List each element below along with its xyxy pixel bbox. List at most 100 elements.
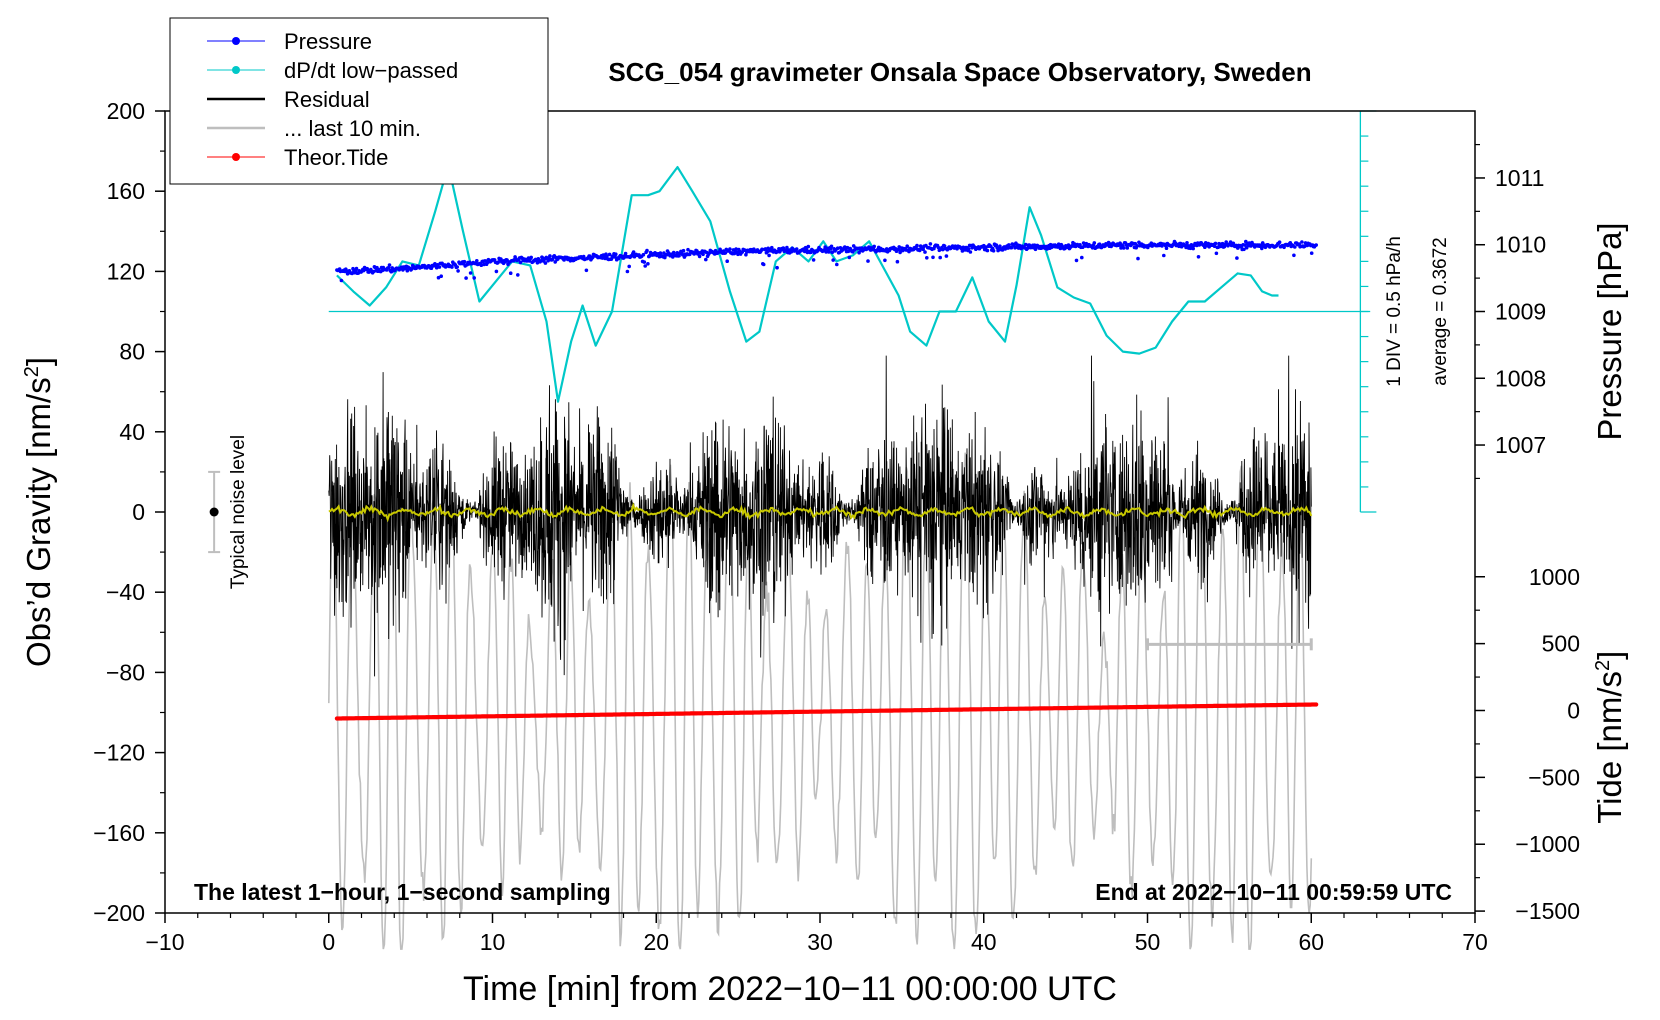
pressure-point bbox=[536, 257, 541, 261]
pressure-point bbox=[1136, 256, 1140, 261]
pressure-point bbox=[516, 273, 520, 277]
series-residual-lowpassed bbox=[328, 502, 1313, 523]
pressure-point bbox=[760, 247, 764, 252]
pressure-point bbox=[966, 247, 971, 251]
pressure-point bbox=[439, 274, 444, 279]
legend-marker bbox=[232, 66, 240, 74]
pressure-point bbox=[835, 246, 840, 250]
pressure-point bbox=[642, 260, 647, 264]
y-left-tick-label: 0 bbox=[132, 499, 145, 525]
pressure-point bbox=[686, 247, 690, 252]
tide-tick-label: −1500 bbox=[1515, 898, 1580, 924]
pressure-point bbox=[607, 252, 612, 257]
pressure-point bbox=[436, 275, 441, 280]
pressure-point bbox=[734, 247, 738, 251]
pressure-point bbox=[775, 265, 779, 270]
pressure-point bbox=[455, 265, 460, 269]
y-left-tick-label: 80 bbox=[119, 339, 145, 365]
pressure-point bbox=[1220, 241, 1225, 246]
pressure-tick-label: 1011 bbox=[1495, 165, 1544, 191]
series-pressure bbox=[335, 239, 1318, 283]
pressure-point bbox=[643, 264, 647, 268]
pressure-point bbox=[883, 258, 887, 263]
pressure-point bbox=[701, 252, 705, 257]
legend: Pressure dP/dt low−passed Residual ... last… bbox=[169, 17, 549, 185]
pressure-point bbox=[450, 265, 454, 269]
pressure-point bbox=[1214, 251, 1219, 256]
pressure-point bbox=[437, 265, 442, 269]
pressure-point bbox=[723, 251, 728, 255]
pressure-point bbox=[794, 247, 799, 251]
noise-bar-center bbox=[209, 507, 219, 517]
legend-label: ... last 10 min. bbox=[284, 116, 421, 141]
x-tick-label: 10 bbox=[480, 929, 506, 955]
pressure-point bbox=[405, 268, 410, 273]
y-left-tick-label: −40 bbox=[106, 579, 145, 605]
pressure-point bbox=[543, 261, 548, 265]
tide-tick-label: 500 bbox=[1542, 631, 1580, 657]
pressure-point bbox=[1235, 256, 1239, 260]
pressure-point bbox=[1009, 245, 1014, 250]
pressure-point bbox=[1309, 251, 1314, 255]
pressure-point bbox=[1092, 241, 1097, 245]
pressure-point bbox=[339, 278, 344, 283]
legend-label: Theor.Tide bbox=[284, 145, 388, 170]
y-left-axis-label: Obs’d Gravity [nm/s2] bbox=[20, 357, 57, 667]
x-tick-label: 0 bbox=[322, 929, 335, 955]
pressure-tick-label: 1009 bbox=[1495, 299, 1546, 325]
footer-left: The latest 1−hour, 1−second sampling bbox=[194, 879, 611, 905]
pressure-point bbox=[829, 244, 834, 249]
pressure-point bbox=[1247, 241, 1252, 245]
pressure-point bbox=[681, 248, 686, 253]
pressure-point bbox=[456, 269, 460, 273]
pressure-point bbox=[765, 249, 770, 254]
pressure-point bbox=[1185, 241, 1189, 245]
pressure-point bbox=[1074, 258, 1079, 263]
pressure-point bbox=[770, 245, 774, 250]
pressure-point bbox=[1277, 240, 1282, 244]
series-dpdt-lowpassed bbox=[336, 164, 1279, 403]
x-tick-label: 30 bbox=[807, 929, 833, 955]
pressure-tick-label: 1010 bbox=[1495, 232, 1546, 258]
series-residual bbox=[328, 355, 1312, 677]
pressure-point bbox=[646, 262, 650, 266]
pressure-point bbox=[614, 252, 618, 256]
y-left-tick-label: 160 bbox=[107, 178, 145, 204]
y-left-tick-label: −200 bbox=[93, 900, 145, 926]
pressure-point bbox=[931, 255, 935, 260]
x-axis-label: Time [min] from 2022−10−11 00:00:00 UTC bbox=[463, 970, 1117, 1008]
pressure-point bbox=[462, 259, 467, 264]
y-left-tick-label: −80 bbox=[106, 659, 145, 685]
pressure-point bbox=[921, 247, 925, 251]
annotation-layer: Typical noise level 1 DIV = 0.5 hPa/h aver… bbox=[194, 236, 1452, 905]
pressure-point bbox=[804, 247, 809, 252]
pressure-point bbox=[1242, 247, 1246, 252]
legend-marker bbox=[232, 37, 240, 45]
pressure-point bbox=[1212, 244, 1217, 248]
pressure-point bbox=[845, 245, 850, 250]
pressure-point bbox=[605, 254, 609, 259]
legend-label: dP/dt low−passed bbox=[284, 58, 458, 83]
x-tick-label: −10 bbox=[145, 929, 184, 955]
pressure-point bbox=[1023, 242, 1028, 247]
pressure-point bbox=[468, 271, 473, 275]
pressure-point bbox=[1125, 246, 1130, 250]
pressure-point bbox=[857, 250, 861, 255]
pressure-point bbox=[623, 251, 628, 256]
pressure-point bbox=[663, 255, 667, 260]
pressure-point bbox=[1121, 246, 1126, 250]
noise-label: Typical noise level bbox=[228, 435, 249, 589]
pressure-point bbox=[546, 258, 550, 263]
pressure-point bbox=[472, 276, 477, 280]
pressure-point bbox=[494, 269, 499, 274]
pressure-point bbox=[641, 252, 646, 257]
pressure-point bbox=[905, 244, 909, 248]
pressure-point bbox=[518, 260, 523, 265]
pressure-point bbox=[923, 250, 927, 254]
pressure-point bbox=[767, 253, 771, 258]
pressure-tick-label: 1007 bbox=[1495, 432, 1546, 458]
tide-label-main: Tide [nm/s bbox=[1591, 671, 1628, 824]
pressure-point bbox=[785, 245, 789, 250]
